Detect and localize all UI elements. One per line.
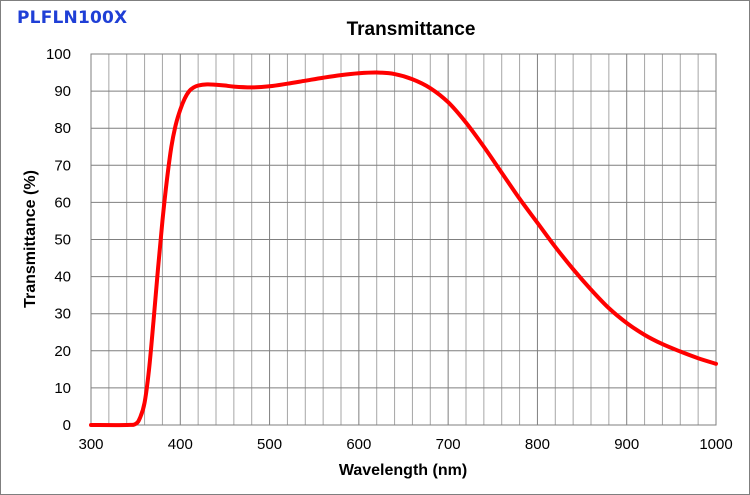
y-tick-label: 60: [54, 194, 71, 211]
plot-area-border: [90, 53, 717, 426]
y-tick-label: 80: [54, 120, 71, 137]
x-tick-label: 300: [78, 436, 103, 453]
x-tick-label: 500: [257, 436, 282, 453]
x-tick-label: 1000: [699, 436, 732, 453]
y-tick-label: 30: [54, 306, 71, 323]
y-tick-label: 40: [54, 269, 71, 286]
y-tick-label: 0: [63, 417, 71, 434]
x-tick-label: 400: [168, 436, 193, 453]
product-label: PLFLN100X: [17, 8, 128, 28]
y-tick-labels: 0 10 20 30 40 50 60 70 80 90 100: [46, 46, 71, 434]
chart-title: Transmittance: [347, 19, 476, 40]
x-tick-label: 600: [346, 436, 371, 453]
y-tick-label: 50: [54, 232, 71, 249]
x-axis-title: Wavelength (nm): [339, 462, 467, 479]
y-tick-label: 10: [54, 380, 71, 397]
x-tick-label: 900: [614, 436, 639, 453]
x-tick-labels: 300 400 500 600 700 800 900 1000: [78, 436, 732, 453]
transmittance-line: [89, 70, 718, 428]
major-gridlines: [90, 53, 717, 426]
x-tick-label: 800: [525, 436, 550, 453]
y-tick-label: 70: [54, 157, 71, 174]
y-tick-label: 20: [54, 343, 71, 360]
x-tick-label: 700: [436, 436, 461, 453]
y-tick-label: 90: [54, 83, 71, 100]
y-tick-label: 100: [46, 46, 71, 63]
y-axis-title: Transmittance (%): [22, 170, 39, 308]
